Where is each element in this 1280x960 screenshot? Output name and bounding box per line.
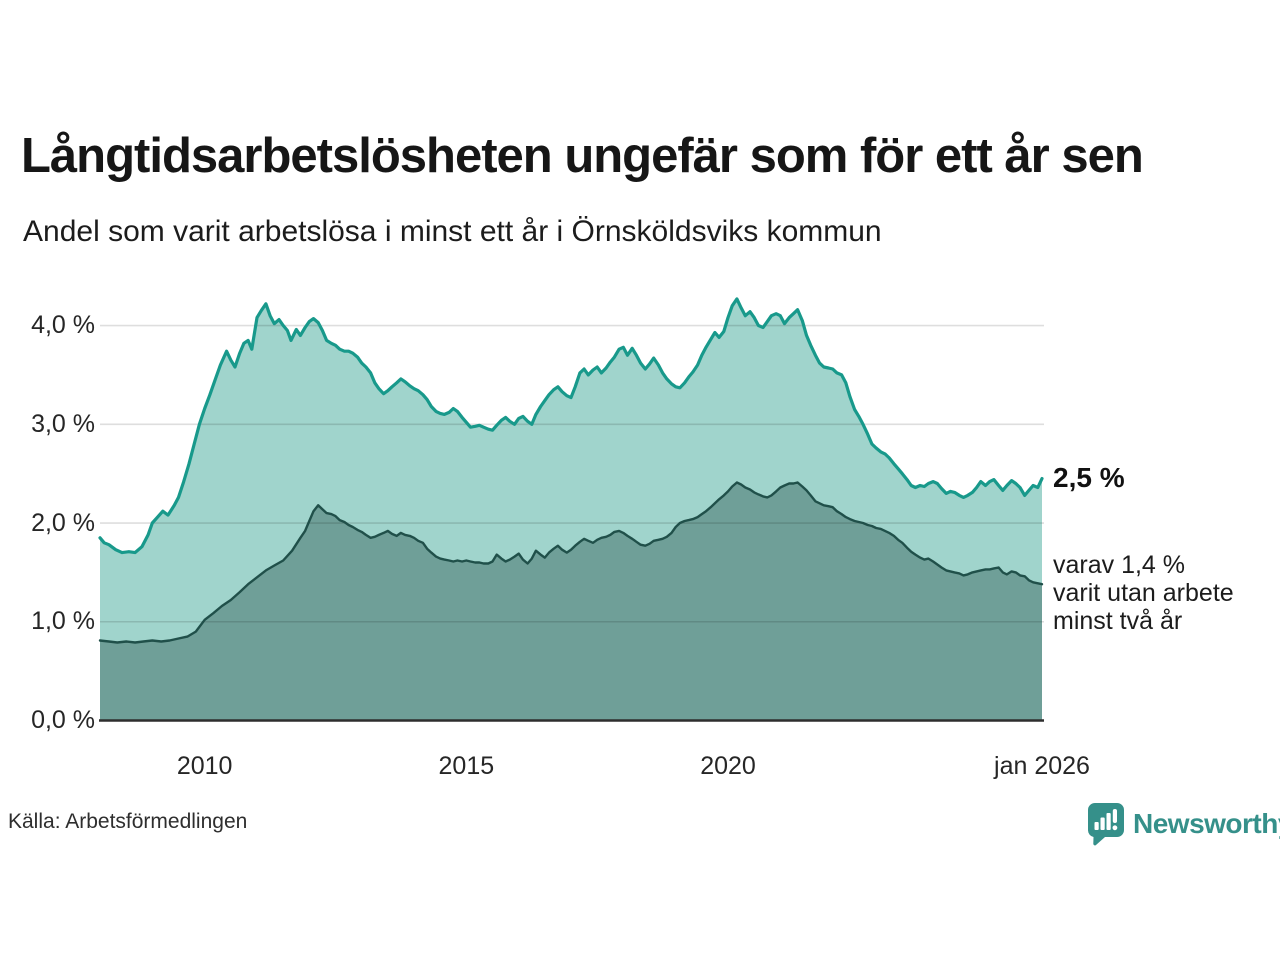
x-axis-tick-label: 2015 — [438, 752, 495, 780]
y-axis-tick-label: 1,0 % — [31, 607, 95, 636]
y-axis-tick-label: 2,0 % — [31, 508, 95, 537]
logo-exclamation-dot — [1112, 825, 1118, 831]
y-axis-tick-label: 0,0 % — [31, 706, 95, 734]
brand-name: Newsworthy — [1133, 808, 1280, 839]
source-note: Källa: Arbetsförmedlingen — [8, 810, 248, 833]
series-two-year-area — [100, 482, 1042, 721]
page-subtitle: Andel som varit arbetslösa i minst ett å… — [23, 215, 882, 248]
page-title: Långtidsarbetslösheten ungefär som för e… — [21, 129, 1144, 183]
x-axis-tick-label: 2020 — [700, 752, 756, 780]
y-axis-tick-label: 3,0 % — [31, 409, 95, 438]
brand-logo: Newsworthy — [1086, 802, 1280, 846]
x-axis-tick-label: jan 2026 — [994, 752, 1090, 780]
two-year-annotation: varav 1,4 % varit utan arbete minst två … — [1053, 551, 1234, 635]
series-total-line — [98, 297, 1044, 555]
logo-bar-1 — [1094, 822, 1099, 830]
end-value-label: 2,5 % — [1053, 462, 1125, 493]
series-two-year-line — [98, 481, 1044, 644]
gridlines — [100, 324, 1044, 623]
newsworthy-icon — [1086, 802, 1124, 846]
logo-bar-2 — [1100, 817, 1105, 830]
logo-exclamation-bar — [1112, 809, 1117, 823]
logo-bar-3 — [1106, 813, 1111, 830]
y-axis-tick-label: 4,0 % — [31, 311, 95, 340]
x-axis-tick-label: 2010 — [176, 752, 233, 780]
logo-bubble-shape — [1088, 803, 1124, 846]
